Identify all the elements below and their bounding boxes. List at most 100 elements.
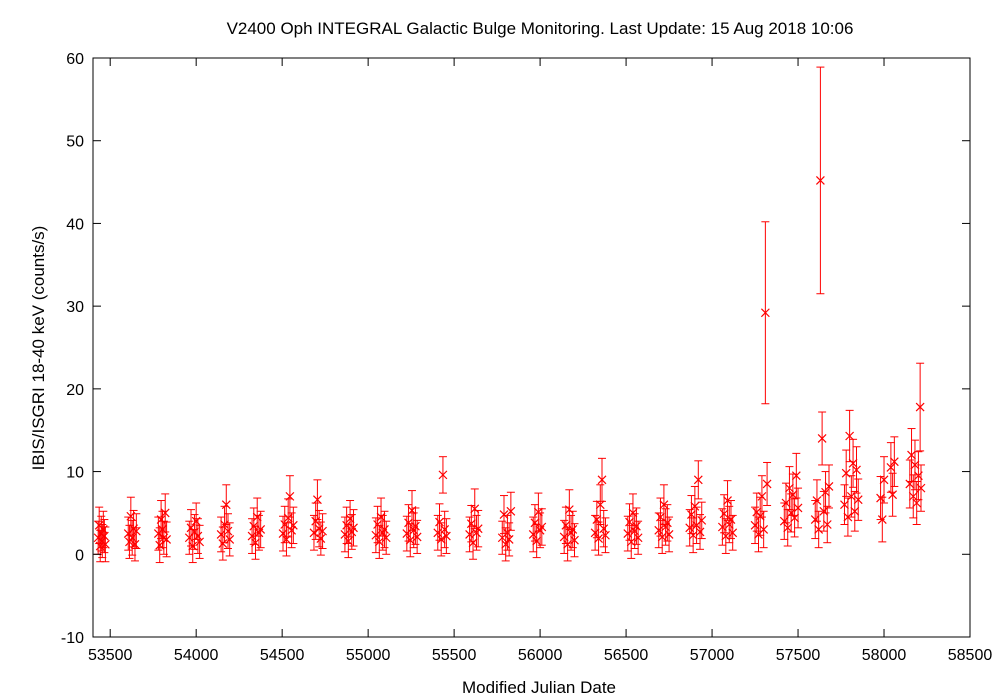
x-marker — [819, 506, 829, 516]
x-marker — [506, 506, 516, 516]
y-tick-label: 40 — [66, 216, 84, 233]
x-marker — [848, 458, 858, 468]
x-marker — [628, 508, 638, 518]
x-marker — [223, 526, 233, 536]
data-point — [506, 491, 516, 531]
x-marker — [840, 500, 849, 510]
x-marker — [564, 505, 574, 515]
data-point — [440, 510, 450, 549]
x-marker — [343, 536, 353, 546]
x-marker — [915, 402, 925, 412]
x-marker — [793, 503, 803, 513]
data-point — [433, 514, 443, 551]
data-point — [131, 513, 141, 549]
data-point — [528, 516, 538, 553]
x-marker — [287, 525, 297, 535]
x-marker — [225, 534, 235, 544]
data-point — [599, 509, 609, 548]
data-point — [693, 460, 703, 500]
data-point — [719, 494, 729, 534]
data-point — [316, 521, 326, 556]
x-marker — [405, 535, 415, 545]
x-tick-label: 56000 — [518, 647, 563, 664]
y-tick-label: 60 — [66, 51, 84, 68]
data-point — [99, 519, 109, 554]
x-marker — [371, 530, 381, 540]
x-tick-label: 55000 — [346, 647, 391, 664]
x-marker — [537, 522, 547, 532]
data-point — [311, 502, 321, 540]
x-marker — [822, 520, 832, 529]
data-point — [877, 496, 887, 543]
data-point — [760, 221, 770, 405]
data-point — [852, 446, 861, 494]
x-marker — [907, 450, 916, 460]
x-marker — [528, 530, 538, 539]
x-marker — [411, 521, 420, 531]
x-marker — [657, 532, 667, 542]
data-point — [381, 520, 391, 555]
data-point — [472, 514, 481, 551]
x-marker — [570, 535, 579, 545]
x-marker — [504, 534, 514, 544]
x-marker — [814, 525, 824, 534]
x-marker — [441, 531, 451, 541]
chart-title: V2400 Oph INTEGRAL Galactic Bulge Monito… — [227, 19, 854, 38]
data-point — [781, 482, 791, 524]
data-point — [225, 522, 235, 557]
x-marker — [821, 487, 830, 497]
x-marker — [285, 491, 295, 501]
x-marker — [664, 530, 674, 539]
x-marker — [373, 520, 383, 529]
x-marker — [889, 457, 899, 467]
data-point — [288, 506, 298, 545]
x-marker — [412, 532, 422, 542]
x-marker — [309, 528, 319, 538]
data-point — [287, 512, 297, 549]
x-marker — [563, 539, 573, 549]
x-marker — [568, 525, 578, 534]
y-tick-label: -10 — [61, 630, 84, 647]
x-tick-label: 57000 — [690, 647, 735, 664]
data-point — [438, 456, 448, 494]
data-point — [912, 480, 922, 526]
data-point — [824, 464, 834, 509]
x-marker — [630, 526, 640, 536]
data-point — [664, 516, 674, 553]
x-marker — [726, 515, 736, 524]
x-marker — [247, 531, 257, 541]
data-point — [662, 504, 672, 542]
x-marker — [533, 507, 543, 517]
x-tick-label: 58000 — [862, 647, 907, 664]
data-point — [468, 525, 478, 560]
data-point — [692, 506, 702, 545]
x-marker — [788, 490, 798, 500]
x-marker — [810, 515, 820, 524]
x-marker — [908, 491, 918, 501]
data-point — [656, 497, 665, 537]
x-marker — [252, 512, 262, 522]
y-tick-label: 20 — [66, 382, 84, 399]
x-marker — [728, 528, 738, 538]
data-point — [633, 520, 643, 555]
x-marker — [757, 491, 767, 501]
x-marker — [499, 510, 509, 520]
x-marker — [879, 475, 889, 485]
x-marker — [845, 431, 855, 441]
x-marker — [193, 531, 203, 541]
data-point — [757, 475, 767, 518]
x-marker — [131, 526, 141, 536]
x-marker — [693, 475, 703, 485]
x-marker — [853, 495, 863, 505]
x-tick-label: 57500 — [776, 647, 821, 664]
x-marker — [779, 516, 789, 526]
data-point — [688, 517, 698, 554]
data-point — [631, 507, 641, 545]
x-marker — [686, 510, 696, 520]
x-marker — [597, 475, 607, 485]
x-marker — [345, 514, 355, 524]
data-point — [791, 452, 801, 499]
x-marker — [188, 541, 198, 551]
